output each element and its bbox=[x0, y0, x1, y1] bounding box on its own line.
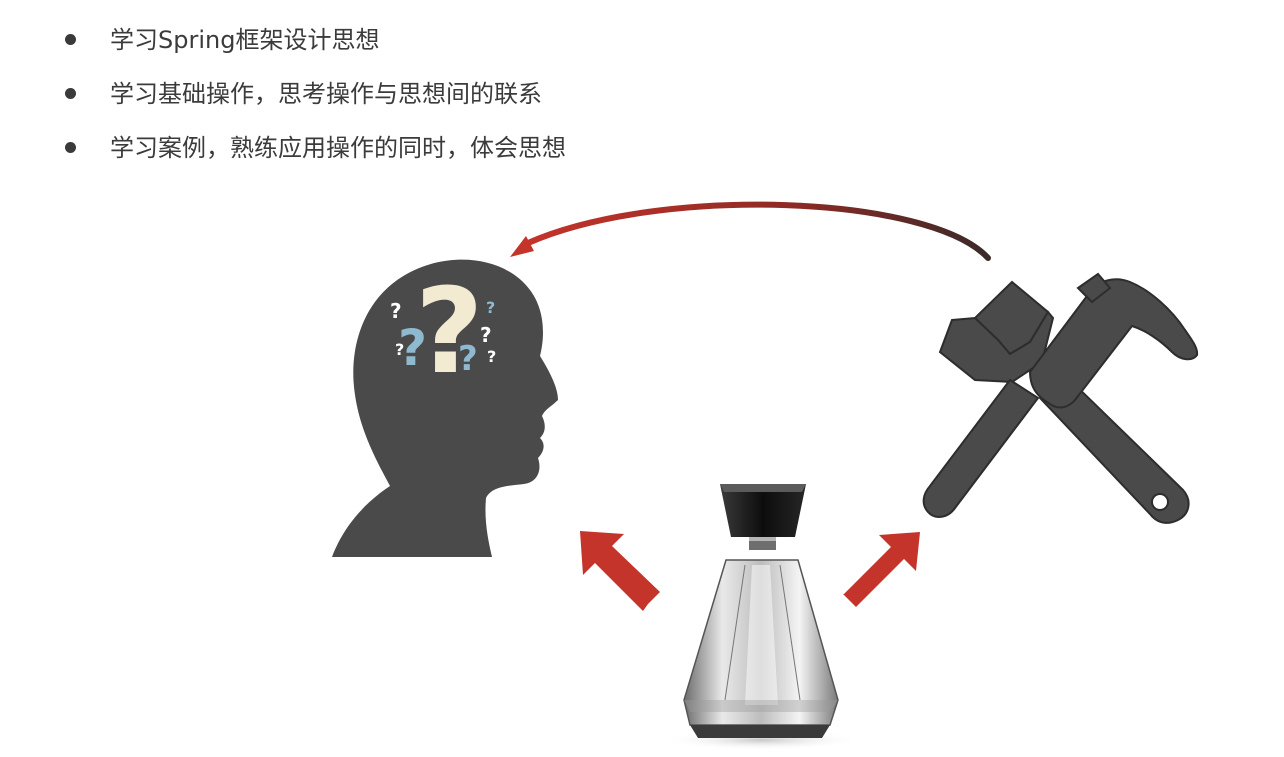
bullet-item: 学习基础操作，思考操作与思想间的联系 bbox=[60, 72, 566, 126]
bullet-text: 学习基础操作，思考操作与思想间的联系 bbox=[110, 80, 542, 108]
arrow-to-head bbox=[580, 531, 660, 611]
question-mark-icon: ? ? ? ? ? ? ? ? bbox=[390, 262, 496, 400]
arrow-to-tools bbox=[843, 532, 920, 607]
svg-text:?: ? bbox=[395, 340, 404, 359]
bullet-list: 学习Spring框架设计思想 学习基础操作，思考操作与思想间的联系 学习案例，熟… bbox=[60, 18, 566, 180]
svg-text:?: ? bbox=[458, 339, 478, 379]
svg-text:?: ? bbox=[486, 298, 495, 317]
bullet-item: 学习案例，熟练应用操作的同时，体会思想 bbox=[60, 126, 566, 180]
thinking-head-icon bbox=[332, 259, 558, 557]
svg-text:?: ? bbox=[390, 299, 402, 323]
bullet-text: 学习Spring框架设计思想 bbox=[110, 26, 380, 54]
svg-text:?: ? bbox=[398, 319, 427, 377]
perfume-bottle-icon bbox=[662, 484, 862, 750]
svg-text:?: ? bbox=[480, 323, 492, 347]
svg-text:?: ? bbox=[487, 347, 496, 366]
bullet-text: 学习案例，熟练应用操作的同时，体会思想 bbox=[110, 134, 566, 162]
curved-arrow bbox=[510, 201, 991, 261]
bullet-dot bbox=[65, 142, 76, 153]
bullet-dot bbox=[65, 34, 76, 45]
wrench-hammer-icon bbox=[922, 272, 1199, 524]
svg-text:?: ? bbox=[415, 262, 483, 400]
bullet-dot bbox=[65, 88, 76, 99]
bullet-item: 学习Spring框架设计思想 bbox=[60, 18, 566, 72]
